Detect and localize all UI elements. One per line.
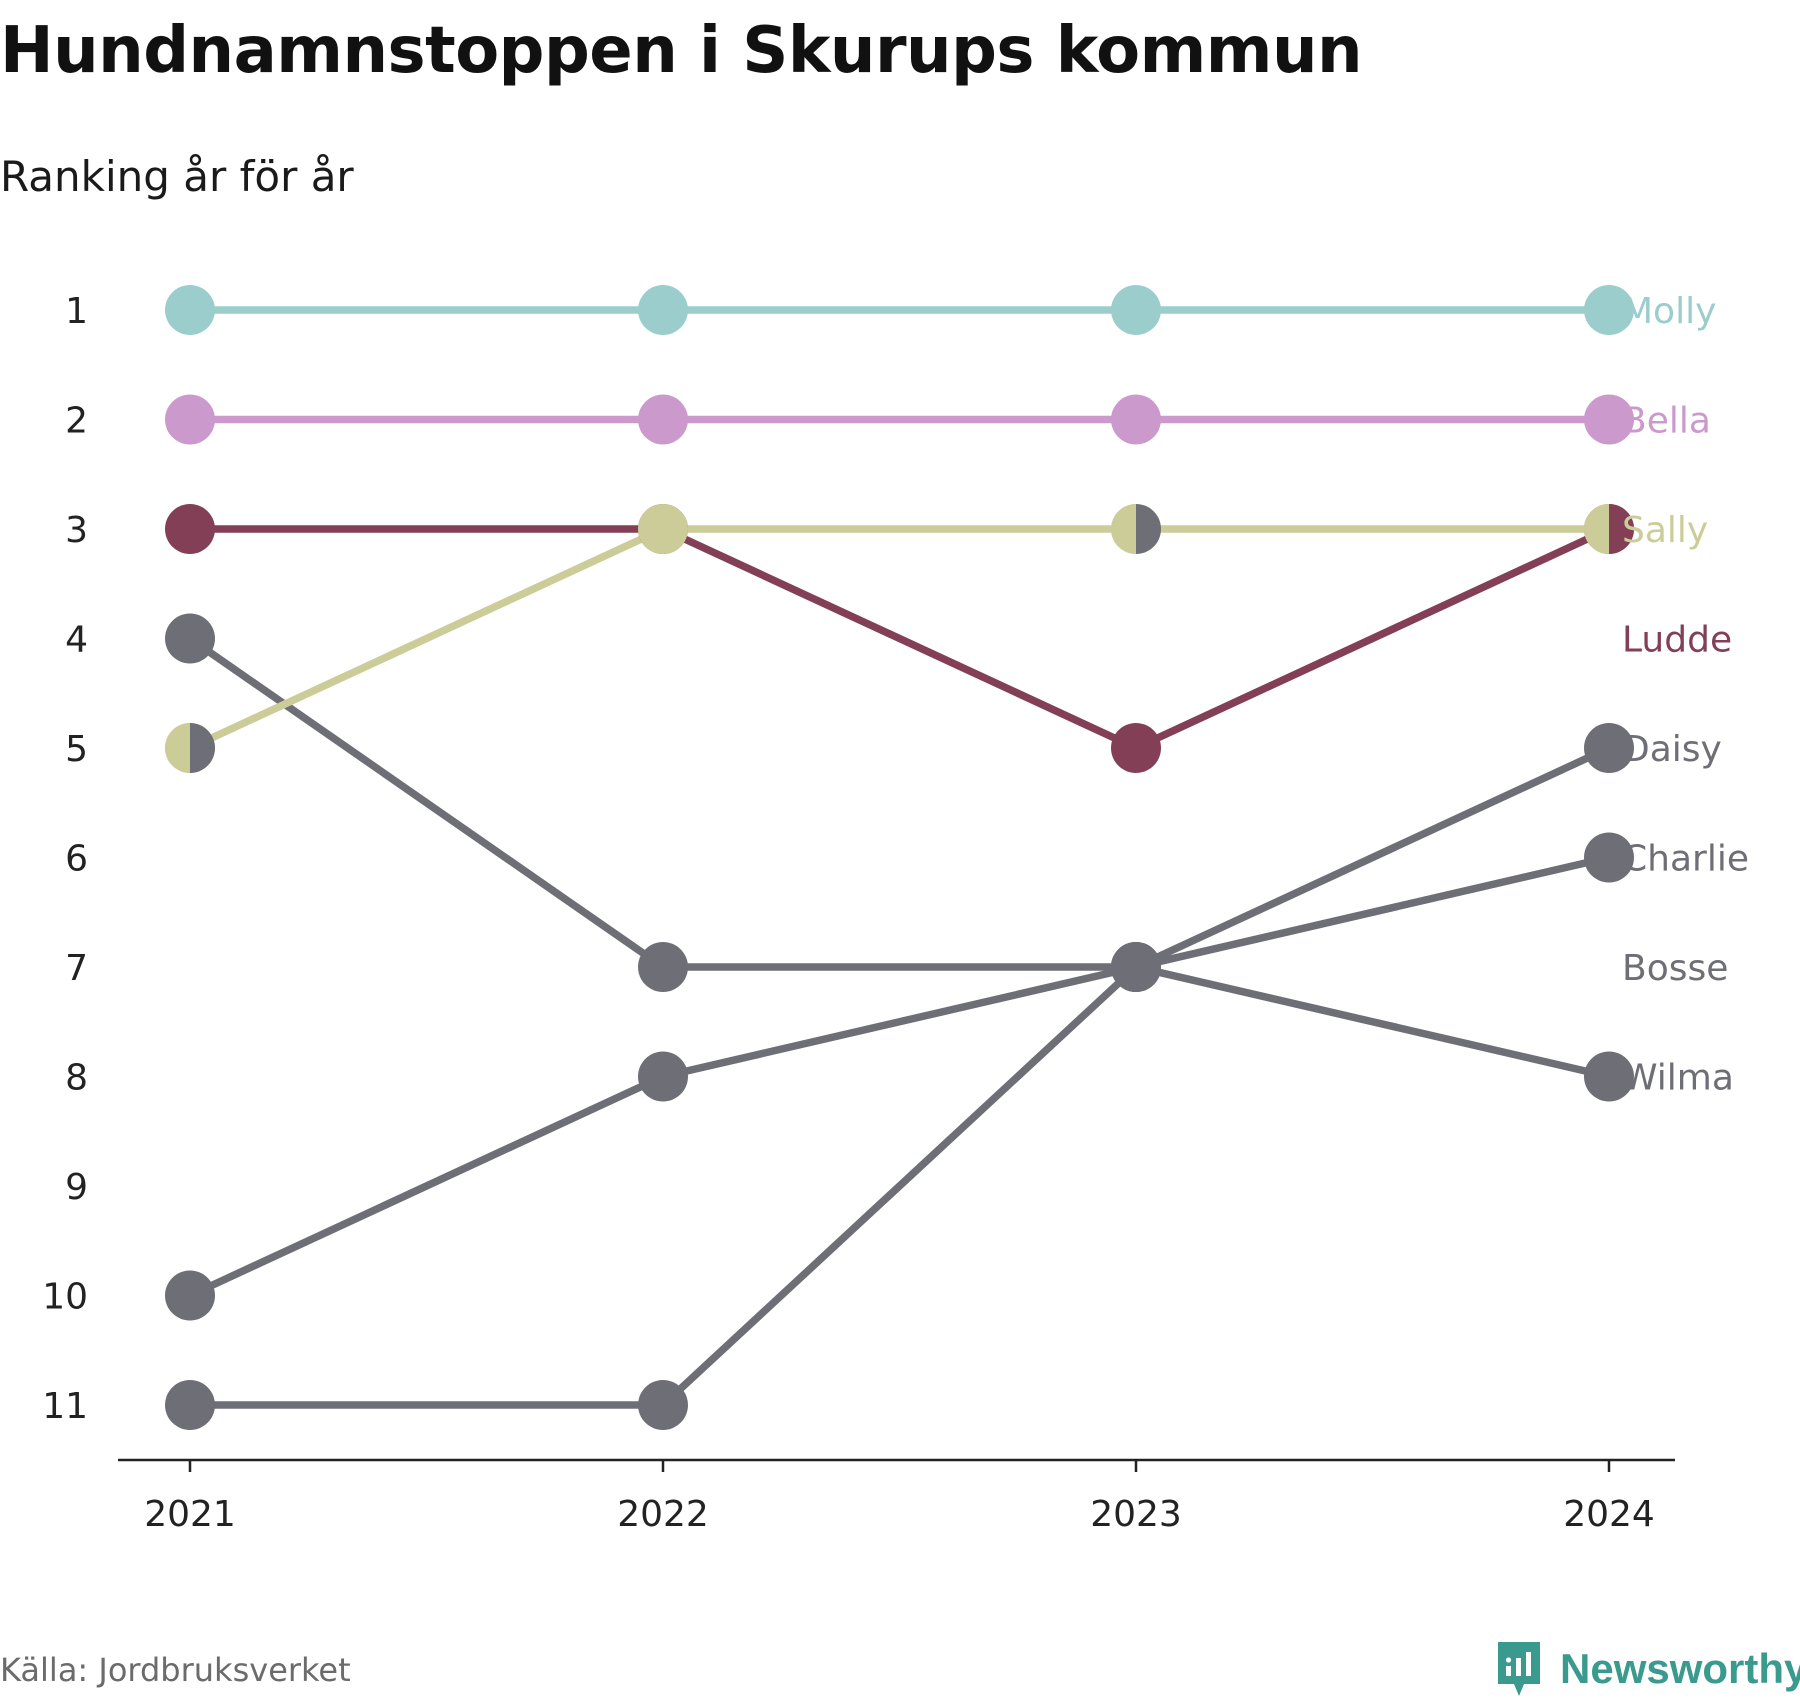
bump-chart: 1 2 3 4 5 6 7 8 9 10 11 2021 2022 2023 2024 Molly Bella S…: [42, 285, 1749, 1535]
y-tick-label-4: 4: [65, 620, 88, 661]
point-bella-2024: [1584, 394, 1634, 445]
point-sally-2022: [638, 504, 688, 554]
series-line-ludde: [186, 525, 1613, 752]
y-tick-label-2: 2: [65, 401, 88, 442]
shared-point-right-2021-5: [190, 723, 215, 773]
end-label-charlie: Charlie: [1622, 839, 1749, 880]
point-charlie-2022: [638, 942, 688, 992]
end-label-bella: Bella: [1622, 401, 1711, 442]
end-label-bosse: Bosse: [1622, 948, 1728, 989]
point-molly-2024: [1584, 285, 1634, 335]
y-tick-label-6: 6: [65, 839, 88, 880]
series-line-sally: [186, 525, 1613, 752]
series-line-charlie: [186, 634, 1613, 971]
point-bella-2022: [638, 394, 688, 445]
point-wilma-2024: [1584, 1051, 1634, 1102]
brand-name: Newsworthy: [1560, 1645, 1800, 1692]
point-wilma-2021: [165, 1270, 215, 1321]
point-charlie-2024: [1584, 832, 1634, 883]
shared-point-right-2023-3: [1136, 504, 1161, 554]
point-molly-2021: [165, 285, 215, 335]
chart-title: Hundnamnstoppen i Skurups kommun: [0, 14, 1363, 88]
series-line-bosse: [186, 963, 1140, 1409]
shared-point-left-2021-5: [165, 723, 190, 773]
chart-subtitle: Ranking år för år: [0, 152, 354, 201]
y-tick-label-10: 10: [42, 1277, 88, 1318]
shared-point-left-2023-3: [1111, 504, 1136, 554]
y-tick-label-3: 3: [65, 510, 88, 551]
point-daisy-2024: [1584, 723, 1634, 773]
point-bosse-2022: [638, 1380, 688, 1430]
series-line-wilma: [186, 963, 1613, 1300]
end-label-daisy: Daisy: [1622, 729, 1722, 770]
point-bosse-2021: [165, 1380, 215, 1430]
source-note: Källa: Jordbruksverket: [0, 1651, 351, 1689]
newsworthy-logo-icon: [1498, 1642, 1540, 1696]
y-tick-label-8: 8: [65, 1058, 88, 1099]
y-tick-label-5: 5: [65, 729, 88, 770]
point-wilma-2022: [638, 1051, 688, 1102]
end-label-wilma: Wilma: [1622, 1058, 1734, 1099]
end-label-ludde: Ludde: [1622, 620, 1732, 661]
y-tick-label-11: 11: [42, 1386, 88, 1427]
shared-point-left-2024-3: [1584, 504, 1609, 554]
end-label-sally: Sally: [1622, 510, 1708, 551]
series-line-daisy: [1132, 744, 1613, 971]
x-tick-label-2024: 2024: [1563, 1494, 1655, 1535]
shared-point-right-2024-3: [1609, 504, 1634, 554]
point-ludde-2021: [165, 504, 215, 554]
point-ludde-2023: [1111, 723, 1161, 773]
x-tick-label-2022: 2022: [617, 1494, 709, 1535]
end-label-molly: Molly: [1622, 291, 1716, 332]
point-charlie-2023: [1111, 942, 1161, 992]
point-charlie-2021: [165, 613, 215, 664]
y-tick-label-1: 1: [65, 291, 88, 332]
brand-logo: Newsworthy: [1494, 1640, 1800, 1698]
y-tick-label-7: 7: [65, 948, 88, 989]
x-tick-label-2021: 2021: [144, 1494, 236, 1535]
point-molly-2023: [1111, 285, 1161, 335]
point-bella-2023: [1111, 394, 1161, 445]
x-tick-label-2023: 2023: [1090, 1494, 1182, 1535]
point-molly-2022: [638, 285, 688, 335]
point-bella-2021: [165, 394, 215, 445]
y-tick-label-9: 9: [65, 1167, 88, 1208]
